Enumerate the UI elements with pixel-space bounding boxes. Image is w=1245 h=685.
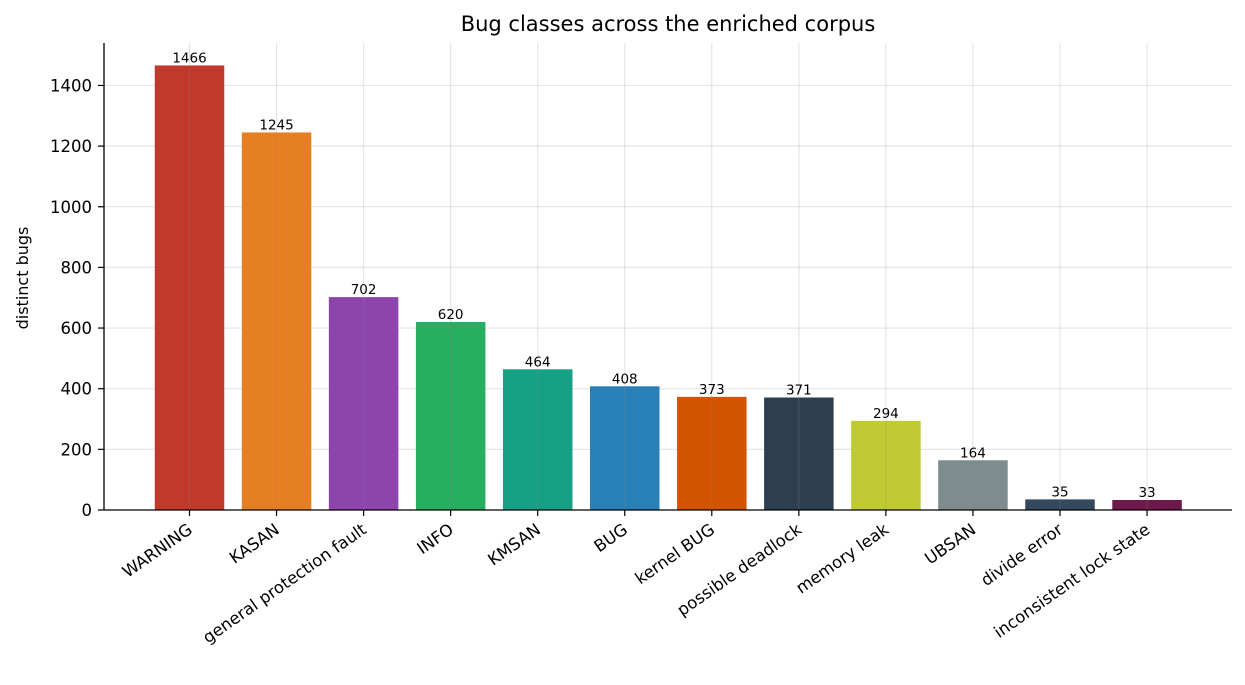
bar [851,420,921,510]
y-tick-label: 600 [61,319,93,338]
x-tick-label: inconsistent lock state [990,520,1153,642]
x-tick-label: KASAN [226,520,283,568]
x-tick-label: general protection fault [199,519,370,647]
bar-value-label: 35 [1051,484,1068,500]
y-tick-label: 400 [61,380,93,399]
bar [1025,499,1095,510]
x-tick-label: UBSAN [921,520,979,569]
x-tick-label: WARNING [119,520,196,582]
bar [502,369,573,510]
bar-value-label: 164 [960,445,986,461]
bar-value-label: 464 [525,354,551,370]
y-tick-label: 1400 [50,76,92,95]
x-tick-label: divide error [977,520,1066,590]
bar-value-label: 371 [786,382,812,398]
y-tick-label: 200 [61,440,93,459]
bar-value-label: 294 [873,406,899,422]
y-axis-label: distinct bugs [13,227,32,330]
bar-value-label: 1466 [172,50,206,66]
bar-value-label: 620 [438,307,464,323]
bar-value-label: 33 [1138,485,1155,501]
x-tick-label: INFO [414,520,457,558]
y-tick-label: 0 [82,501,93,520]
bar-value-label: 702 [351,282,377,298]
bar-value-label: 373 [699,382,725,398]
bar [677,396,747,510]
y-tick-label: 1000 [50,198,92,217]
x-tick-label: memory leak [792,519,892,597]
bar [241,132,312,510]
bar [938,460,1008,510]
bar [1112,499,1182,510]
bar-value-label: 408 [612,371,638,387]
x-tick-label: BUG [591,520,632,556]
bar [764,397,834,510]
bar [328,297,399,510]
bar [154,65,225,511]
x-tick-label: kernel BUG [632,520,718,588]
bars [154,65,1182,511]
bar [590,386,660,510]
bar-value-label: 1245 [259,117,293,133]
y-tick-label: 1200 [50,137,92,156]
chart-title: Bug classes across the enriched corpus [461,12,876,36]
y-tick-label: 800 [61,258,93,277]
axes [98,43,1232,516]
x-tick-label: KMSAN [484,520,544,570]
bar [415,321,486,510]
